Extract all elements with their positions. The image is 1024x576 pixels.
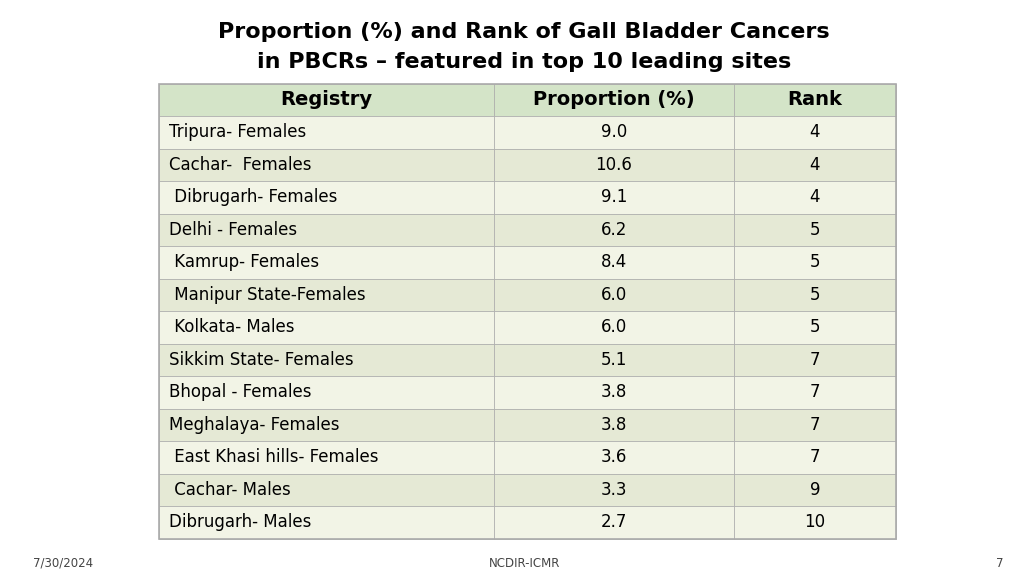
Text: Bhopal - Females: Bhopal - Females — [169, 383, 311, 401]
Text: 7/30/2024: 7/30/2024 — [33, 557, 93, 570]
Bar — [495, 441, 734, 473]
Text: 6.0: 6.0 — [601, 286, 627, 304]
Text: Manipur State-Females: Manipur State-Females — [169, 286, 366, 304]
Text: 9.0: 9.0 — [601, 123, 627, 141]
Bar — [495, 181, 734, 214]
Bar — [734, 84, 896, 116]
Bar — [159, 343, 495, 376]
Text: 3.8: 3.8 — [601, 416, 627, 434]
Bar — [159, 84, 495, 116]
Bar — [495, 214, 734, 246]
Bar — [734, 116, 896, 149]
Text: Proportion (%): Proportion (%) — [534, 90, 695, 109]
Text: 7: 7 — [810, 416, 820, 434]
Text: Cachar- Males: Cachar- Males — [169, 481, 291, 499]
Bar — [734, 343, 896, 376]
Bar — [734, 376, 896, 408]
Text: 3.3: 3.3 — [601, 481, 628, 499]
Bar — [495, 149, 734, 181]
Bar — [734, 506, 896, 539]
Bar — [159, 473, 495, 506]
Text: Rank: Rank — [787, 90, 843, 109]
Text: Cachar-  Females: Cachar- Females — [169, 156, 311, 174]
Bar — [159, 149, 495, 181]
Bar — [734, 181, 896, 214]
Text: 10: 10 — [804, 513, 825, 531]
Bar — [734, 408, 896, 441]
Text: 5: 5 — [810, 253, 820, 271]
Bar — [495, 376, 734, 408]
Bar — [734, 279, 896, 311]
Text: 4: 4 — [810, 188, 820, 206]
Text: 3.8: 3.8 — [601, 383, 627, 401]
Text: 6.0: 6.0 — [601, 319, 627, 336]
Text: 7: 7 — [810, 383, 820, 401]
Bar — [734, 246, 896, 279]
Bar — [159, 311, 495, 343]
Bar — [159, 441, 495, 473]
Text: NCDIR-ICMR: NCDIR-ICMR — [488, 557, 560, 570]
Bar — [734, 149, 896, 181]
Bar — [734, 441, 896, 473]
Text: Dibrugarh- Females: Dibrugarh- Females — [169, 188, 337, 206]
Bar — [159, 279, 495, 311]
Bar — [495, 473, 734, 506]
Text: Registry: Registry — [281, 90, 373, 109]
Text: Sikkim State- Females: Sikkim State- Females — [169, 351, 353, 369]
Text: 4: 4 — [810, 123, 820, 141]
Bar — [495, 279, 734, 311]
Text: Kamrup- Females: Kamrup- Females — [169, 253, 319, 271]
Text: 9: 9 — [810, 481, 820, 499]
Text: 9.1: 9.1 — [601, 188, 627, 206]
Text: 4: 4 — [810, 156, 820, 174]
Text: 5: 5 — [810, 221, 820, 239]
Bar — [495, 311, 734, 343]
Text: 5.1: 5.1 — [601, 351, 627, 369]
Bar — [159, 506, 495, 539]
Text: 8.4: 8.4 — [601, 253, 627, 271]
Bar — [159, 116, 495, 149]
Bar — [734, 473, 896, 506]
Bar — [159, 408, 495, 441]
Bar — [734, 311, 896, 343]
Text: Delhi - Females: Delhi - Females — [169, 221, 297, 239]
Text: 5: 5 — [810, 319, 820, 336]
Bar — [495, 506, 734, 539]
Text: 6.2: 6.2 — [601, 221, 627, 239]
Bar — [495, 408, 734, 441]
Bar — [495, 343, 734, 376]
Bar — [495, 84, 734, 116]
Text: in PBCRs – featured in top 10 leading sites: in PBCRs – featured in top 10 leading si… — [257, 52, 792, 71]
Bar — [159, 181, 495, 214]
Text: 7: 7 — [810, 448, 820, 467]
Text: 10.6: 10.6 — [596, 156, 633, 174]
Text: 2.7: 2.7 — [601, 513, 627, 531]
Bar — [734, 214, 896, 246]
Text: 7: 7 — [996, 557, 1004, 570]
Text: Tripura- Females: Tripura- Females — [169, 123, 306, 141]
Bar — [159, 214, 495, 246]
Bar — [159, 246, 495, 279]
Text: Meghalaya- Females: Meghalaya- Females — [169, 416, 340, 434]
Bar — [495, 246, 734, 279]
Bar — [495, 116, 734, 149]
Bar — [159, 376, 495, 408]
Text: 5: 5 — [810, 286, 820, 304]
Text: Proportion (%) and Rank of Gall Bladder Cancers: Proportion (%) and Rank of Gall Bladder … — [218, 22, 830, 41]
Text: 7: 7 — [810, 351, 820, 369]
Text: 3.6: 3.6 — [601, 448, 627, 467]
Text: East Khasi hills- Females: East Khasi hills- Females — [169, 448, 379, 467]
Bar — [159, 84, 896, 539]
Text: Kolkata- Males: Kolkata- Males — [169, 319, 295, 336]
Text: Dibrugarh- Males: Dibrugarh- Males — [169, 513, 311, 531]
